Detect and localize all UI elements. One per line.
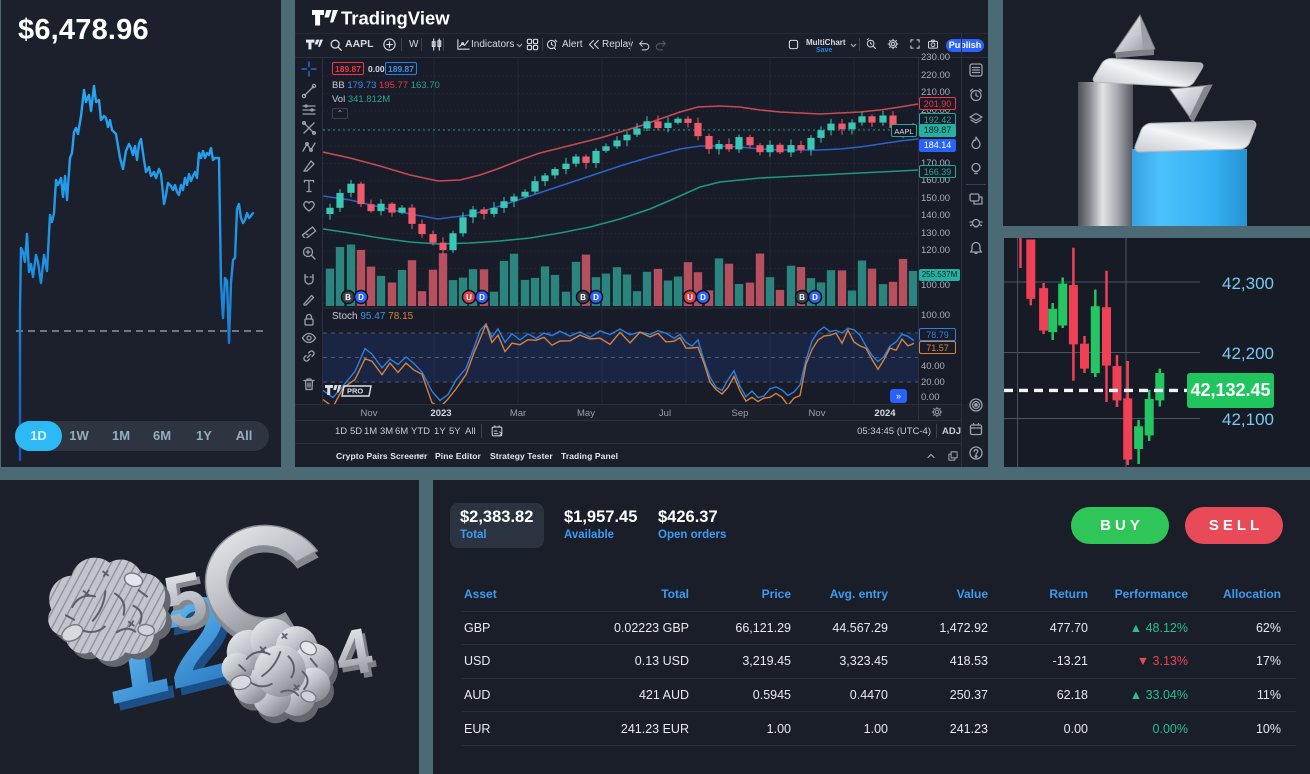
svg-text:D: D [812,293,818,302]
svg-text:4: 4 [330,614,378,691]
svg-text:D: D [479,293,485,302]
svg-text:B: B [799,293,805,302]
svg-text:D: D [593,293,599,302]
svg-text:D: D [700,293,706,302]
svg-text:D: D [358,293,364,302]
svg-text:B: B [345,293,351,302]
svg-text:TradingView: TradingView [341,8,450,29]
svg-text:U: U [466,293,472,302]
svg-text:B: B [580,293,586,302]
svg-text:U: U [687,293,693,302]
svg-text:PRO: PRO [347,387,363,396]
